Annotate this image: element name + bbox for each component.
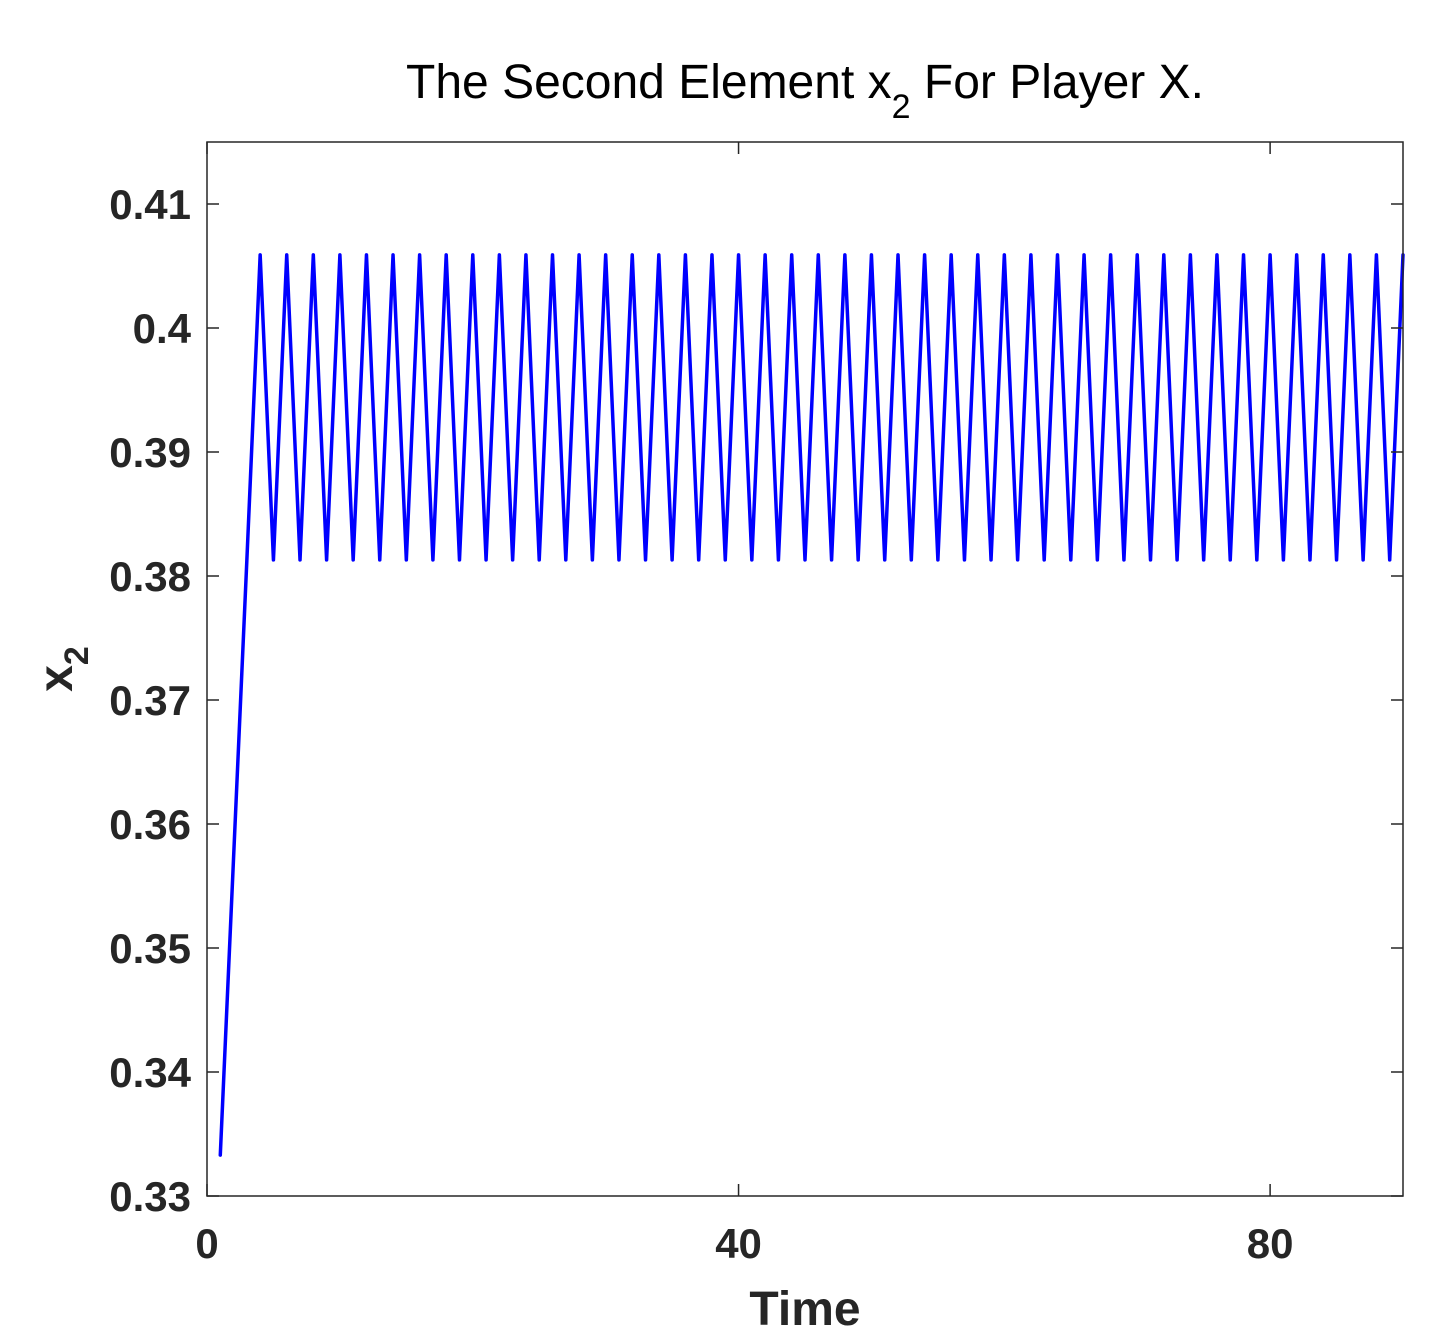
y-tick-label: 0.35 <box>109 925 191 972</box>
y-tick-label: 0.37 <box>109 677 191 724</box>
chart-title: The Second Element x2 For Player X. <box>406 56 1204 126</box>
y-tick-label: 0.33 <box>109 1173 191 1220</box>
chart-title-subscript: 2 <box>892 88 911 126</box>
axes-box <box>206 141 1404 1197</box>
y-axis-label-main: x <box>30 665 83 692</box>
y-axis-label: x2 <box>30 646 96 692</box>
series-line-0 <box>218 253 1405 1157</box>
x-tick-label: 40 <box>715 1220 762 1267</box>
y-tick-label: 0.41 <box>109 181 191 228</box>
chart-title-suffix: For Player X. <box>911 56 1204 109</box>
plot-lines <box>218 253 1405 1157</box>
x-tick-label: 80 <box>1247 1220 1294 1267</box>
y-tick-label: 0.39 <box>109 429 191 476</box>
y-tick-label: 0.34 <box>109 1049 191 1096</box>
y-axis-label-subscript: 2 <box>58 646 96 665</box>
y-tick-label: 0.4 <box>133 305 192 352</box>
plot-area <box>207 142 1403 1196</box>
y-tick-label: 0.38 <box>109 553 191 600</box>
y-tick-label: 0.36 <box>109 801 191 848</box>
chart-title-main: The Second Element x <box>406 56 892 109</box>
x-axis-label: Time <box>749 1283 860 1336</box>
y-ticks: 0.33 0.34 0.35 0.36 0.37 0.38 0.39 0.4 0.41 <box>109 181 1403 1220</box>
x-tick-label: 0 <box>195 1220 218 1267</box>
x-ticks: 0 40 80 <box>195 142 1293 1267</box>
